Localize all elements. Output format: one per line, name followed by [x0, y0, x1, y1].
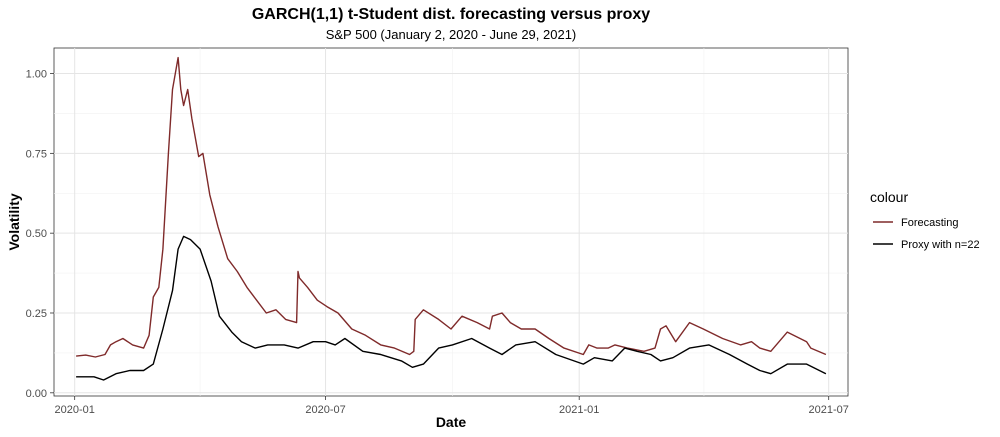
legend-label-forecasting: Forecasting — [901, 217, 958, 229]
y-tick-label: 1.00 — [26, 69, 47, 81]
x-axis-title: Date — [436, 414, 467, 430]
y-axis: 0.00 0.25 0.50 0.75 1.00 — [26, 69, 54, 400]
x-axis: 2020-01 2020-07 2021-01 2021-07 — [54, 396, 849, 416]
y-tick-label: 0.00 — [26, 388, 47, 400]
minor-gridlines — [54, 48, 848, 396]
legend: colour Forecasting Proxy with n=22 — [870, 189, 980, 251]
series-proxy-line — [76, 235, 827, 381]
x-tick-label: 2021-01 — [559, 404, 599, 416]
y-tick-label: 0.50 — [26, 228, 47, 240]
plot-panel — [53, 47, 849, 397]
y-tick-label: 0.75 — [26, 148, 47, 160]
series-layer — [76, 56, 827, 381]
chart-subtitle: S&P 500 (January 2, 2020 - June 29, 2021… — [326, 27, 577, 42]
x-tick-label: 2020-07 — [305, 404, 345, 416]
legend-title: colour — [870, 189, 908, 205]
series-forecasting-line — [76, 56, 827, 358]
legend-label-proxy: Proxy with n=22 — [901, 239, 980, 251]
x-tick-label: 2021-07 — [809, 404, 849, 416]
chart-title: GARCH(1,1) t-Student dist. forecasting v… — [252, 6, 650, 23]
y-tick-label: 0.25 — [26, 308, 47, 320]
x-tick-label: 2020-01 — [54, 404, 94, 416]
major-gridlines — [54, 48, 848, 396]
y-axis-title: Volatility — [6, 193, 22, 251]
